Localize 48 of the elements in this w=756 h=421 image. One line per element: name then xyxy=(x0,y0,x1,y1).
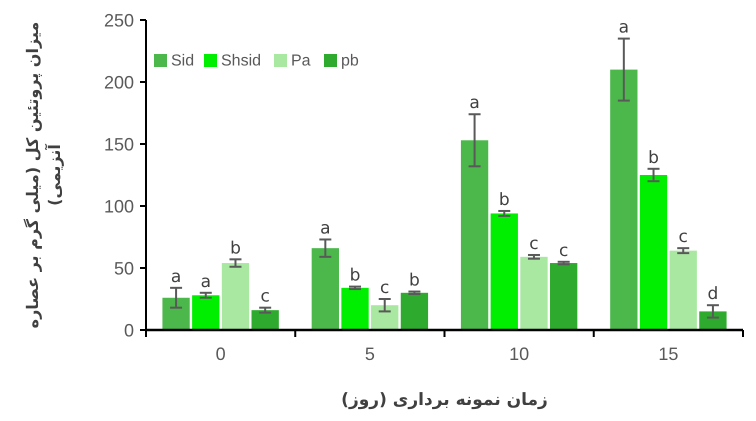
data-label: c xyxy=(678,227,688,248)
x-tick-label: 10 xyxy=(509,344,530,364)
bar xyxy=(400,292,428,330)
bar xyxy=(371,305,398,330)
y-axis-title: میزان پروتئین کل (میلی گرم بر عصاره آنزیمی) xyxy=(23,22,64,328)
data-label: a xyxy=(170,266,182,287)
x-tick-label: 15 xyxy=(658,344,678,364)
bar xyxy=(640,175,668,330)
data-label: a xyxy=(469,93,480,114)
bar xyxy=(312,248,339,330)
y-tick-label: 150 xyxy=(104,134,134,154)
legend-label: Pa xyxy=(291,52,311,70)
data-label: c xyxy=(529,234,539,254)
legend-label: Sid xyxy=(171,52,194,70)
bar xyxy=(460,140,488,330)
bar xyxy=(222,263,250,330)
bar xyxy=(610,70,638,330)
x-axis-title: زمان نمونه برداری (روز) xyxy=(341,390,548,410)
data-label: b xyxy=(409,270,420,291)
y-tick-label: 50 xyxy=(114,258,134,278)
bar xyxy=(550,263,578,330)
data-label: c xyxy=(380,278,390,298)
x-tick-label: 0 xyxy=(216,344,226,364)
bar xyxy=(699,311,727,330)
bar xyxy=(670,250,697,330)
bar xyxy=(520,256,548,330)
bar xyxy=(192,295,220,330)
data-label: b xyxy=(230,238,241,258)
bar xyxy=(490,213,518,330)
y-tick-label: 0 xyxy=(124,320,134,340)
data-label: b xyxy=(498,190,510,210)
y-tick-label: 100 xyxy=(104,196,134,216)
data-label: a xyxy=(320,218,331,238)
legend-label: Shsid xyxy=(221,52,262,70)
bar xyxy=(162,298,190,330)
data-label: a xyxy=(618,18,630,38)
bar xyxy=(252,310,279,330)
data-label: b xyxy=(350,266,360,286)
data-label: d xyxy=(708,284,718,304)
x-tick-label: 5 xyxy=(364,344,375,364)
y-tick-label: 250 xyxy=(104,10,134,30)
legend-label: pb xyxy=(341,52,359,70)
data-label: b xyxy=(648,148,659,168)
data-label: c xyxy=(260,286,270,307)
bar xyxy=(341,288,369,330)
data-label: a xyxy=(200,272,211,292)
y-tick-label: 200 xyxy=(104,72,134,92)
data-label: c xyxy=(558,240,568,261)
